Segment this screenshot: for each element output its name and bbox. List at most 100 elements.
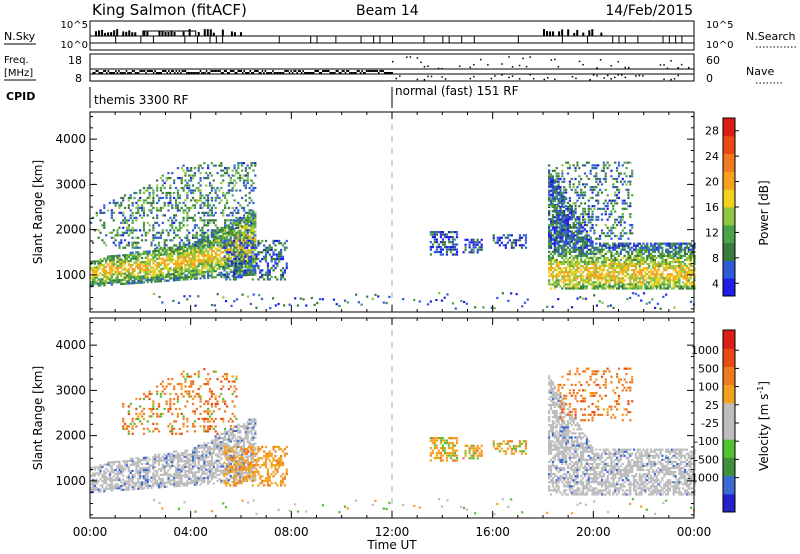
power-cell: [583, 279, 587, 282]
power-cell: [274, 239, 277, 243]
power-cell: [608, 229, 611, 232]
power-cell: [184, 274, 187, 277]
power-cell: [608, 267, 611, 270]
power-cell: [197, 273, 200, 276]
power-cell: [237, 233, 240, 236]
power-cell: [154, 256, 157, 259]
freq-mark: [420, 61, 422, 64]
power-cell: [264, 253, 268, 256]
power-cell: [595, 218, 598, 221]
power-cell: [674, 250, 677, 253]
power-cell: [557, 260, 560, 264]
power-cell: [249, 269, 253, 272]
nave-mark: [473, 75, 475, 78]
power-cell: [218, 261, 221, 264]
power-cell: [559, 214, 562, 217]
power-cell: [182, 272, 185, 275]
power-cell: [208, 204, 212, 207]
power-cell: [227, 260, 230, 263]
power-cell: [207, 264, 210, 267]
power-cell: [188, 255, 191, 258]
power-cell: [604, 164, 607, 167]
power-cell: [246, 222, 249, 226]
nsky-mark: [131, 32, 134, 36]
power-cell: [161, 214, 164, 217]
power-cell: [118, 270, 121, 274]
power-cell: [235, 206, 238, 210]
power-cell: [549, 287, 553, 290]
power-cell: [551, 254, 555, 257]
power-cell: [549, 224, 553, 227]
power-cell: [598, 177, 602, 181]
power-cell: [587, 283, 590, 286]
power-cell: [623, 269, 626, 272]
power-cell: [629, 232, 632, 235]
power-cell: [619, 277, 622, 280]
power-cell: [176, 258, 180, 261]
power-cell: [247, 260, 251, 263]
power-cell: [212, 204, 215, 207]
power-cell: [244, 271, 247, 274]
power-cell: [600, 271, 604, 274]
power-cell: [566, 214, 570, 217]
power-cell: [549, 199, 553, 203]
power-cell: [582, 277, 585, 280]
power-cell: [241, 206, 244, 210]
power-cell: [157, 249, 161, 252]
power-cell: [190, 257, 193, 260]
power-cell: [595, 172, 598, 175]
freq-mark: [578, 60, 581, 63]
power-cell: [655, 273, 658, 276]
power-cell: [241, 225, 244, 228]
power-cell: [122, 260, 125, 263]
power-cell: [135, 261, 138, 264]
power-cell: [563, 273, 566, 276]
nsearch-label: N.Search: [746, 30, 796, 43]
power-cell: [548, 281, 551, 284]
power-cell: [199, 164, 202, 167]
power-cell: [663, 285, 666, 288]
power-cell: [636, 242, 639, 245]
power-cell: [570, 264, 573, 268]
power-cell: [676, 277, 679, 280]
power-cell: [651, 283, 655, 286]
power-cell: [154, 268, 157, 271]
power-cell: [154, 276, 157, 279]
power-cell: [283, 271, 286, 274]
power-cell: [568, 167, 571, 170]
power-cell: [557, 183, 560, 186]
power-cell: [597, 202, 600, 205]
power-cell: [646, 256, 649, 260]
power-cell: [576, 161, 579, 164]
power-cell: [661, 242, 664, 245]
power-cell: [236, 248, 239, 252]
power-cell: [165, 249, 168, 252]
power-cell: [278, 251, 281, 254]
power-cell: [210, 184, 213, 187]
power-cell: [150, 204, 153, 207]
power-cell: [103, 206, 106, 210]
power-cell: [557, 254, 560, 257]
power-cell: [242, 174, 246, 177]
power-cell: [233, 227, 236, 231]
nsearch-mark: [360, 36, 362, 43]
power-cell: [274, 262, 277, 265]
power-cell: [689, 258, 692, 262]
power-cell: [167, 246, 170, 250]
power-cell: [224, 263, 227, 266]
power-cell: [227, 167, 230, 170]
freq-mark: [252, 72, 255, 74]
power-cell: [176, 260, 180, 263]
power-cell: [193, 204, 197, 207]
power-cell: [140, 279, 144, 282]
power-cell: [566, 207, 570, 210]
power-cell: [280, 269, 283, 272]
power-cell: [566, 285, 570, 288]
power-cell: [689, 262, 692, 266]
power-cell: [250, 263, 253, 266]
power-cell: [195, 277, 198, 280]
power-cell: [173, 179, 176, 182]
power-cell: [212, 231, 215, 234]
power-cell: [184, 171, 187, 175]
power-cell: [133, 257, 136, 260]
